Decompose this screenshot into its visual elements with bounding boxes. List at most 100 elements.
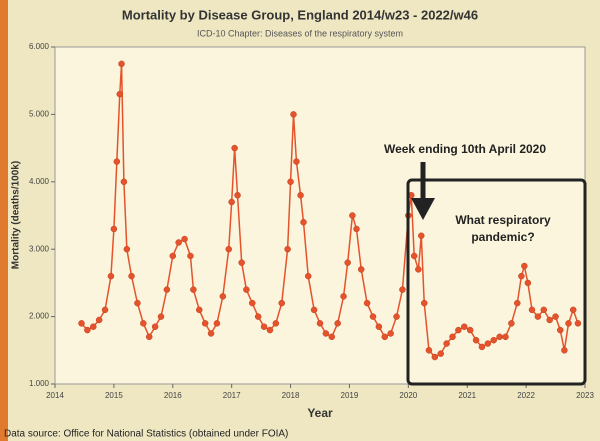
x-tick-label: 2017 (223, 391, 241, 400)
data-point (260, 323, 268, 330)
data-point (78, 320, 85, 327)
data-point (238, 259, 245, 266)
data-point (234, 192, 241, 199)
data-point (449, 333, 456, 341)
data-point (363, 299, 371, 307)
x-tick-label: 2015 (105, 391, 123, 400)
data-point (175, 239, 182, 246)
data-point (502, 333, 509, 341)
source-note: Data source: Office for National Statist… (4, 429, 288, 440)
data-point (375, 323, 383, 330)
data-point (254, 313, 262, 320)
data-point (353, 225, 360, 233)
data-point (478, 343, 486, 351)
x-axis-label: Year (307, 406, 333, 420)
border (0, 0, 8, 441)
data-point (190, 286, 197, 293)
data-point (565, 320, 572, 327)
data-point (369, 313, 377, 320)
data-point (118, 60, 125, 68)
data-point (344, 259, 351, 266)
data-point (410, 252, 418, 260)
data-point (290, 111, 297, 118)
data-point (287, 178, 294, 186)
data-point (284, 245, 291, 253)
data-point (561, 347, 568, 354)
data-point (243, 286, 250, 293)
chart-title: Mortality by Disease Group, England 2014… (122, 7, 478, 22)
data-point (357, 266, 365, 273)
data-point (455, 326, 462, 334)
data-point (316, 320, 324, 327)
data-point (110, 225, 118, 233)
data-point (300, 218, 307, 226)
data-point (387, 330, 394, 337)
data-point (415, 266, 422, 273)
chart-subtitle: ICD-10 Chapter: Diseases of the respirat… (197, 28, 403, 38)
y-tick-label: 3.000 (29, 244, 50, 253)
x-tick-label: 2020 (399, 391, 417, 400)
highlight-box (406, 178, 587, 386)
data-point (552, 313, 559, 320)
data-point (466, 326, 474, 334)
data-point (534, 313, 542, 320)
data-point (140, 320, 147, 327)
data-point (574, 320, 582, 327)
plot: 1.000 2.000 3.000 4.000 5.000 6.000 2014 2015 20… (29, 42, 594, 400)
data-point (518, 272, 525, 280)
data-point (293, 158, 300, 165)
y-tick-label: 4.000 (29, 177, 50, 186)
annotation: What respiratory pandemic? (455, 213, 551, 244)
y-tick-label: 1.000 (29, 379, 50, 388)
data-point (128, 272, 135, 280)
data-point (101, 306, 109, 314)
data-point (484, 340, 492, 347)
data-point (201, 320, 209, 327)
data-point (297, 192, 304, 199)
data-point (123, 245, 131, 253)
data-point (490, 336, 497, 344)
data-point (213, 320, 221, 327)
data-point (272, 320, 280, 327)
data-point (231, 144, 238, 152)
data-point (443, 340, 450, 347)
data-point (207, 330, 215, 337)
data-point (521, 262, 528, 270)
data-point (349, 212, 356, 219)
x-tick-label: 2014 (46, 391, 64, 400)
data-point (508, 320, 515, 327)
x-tick-label: 2019 (341, 391, 359, 400)
data-point (496, 333, 503, 341)
x-tick-label: 2023 (576, 391, 594, 400)
y-tick-label: 2.000 (29, 312, 50, 321)
data-point (420, 299, 428, 307)
data-point (187, 252, 194, 260)
y-tick-label: 6.000 (29, 42, 50, 51)
data-point (90, 323, 97, 330)
data-point (157, 313, 165, 320)
data-point (418, 232, 425, 239)
data-point (437, 350, 444, 357)
data-point (546, 316, 553, 324)
data-point (381, 333, 389, 341)
data-point (113, 158, 121, 165)
data-point (95, 316, 103, 324)
data-point (196, 306, 203, 314)
x-tick-label: 2021 (458, 391, 476, 400)
data-point (134, 299, 141, 307)
data-point (425, 347, 433, 354)
data-point (151, 323, 159, 330)
data-point (340, 293, 347, 300)
data-point (116, 90, 124, 98)
annotation-box: What respiratory pandemic? (455, 213, 551, 244)
data-point (145, 333, 153, 341)
data-point (399, 286, 406, 293)
x-tick-label: 2022 (517, 391, 535, 400)
x-tick-label: 2018 (282, 391, 300, 400)
data-point (304, 272, 312, 280)
data-point (514, 299, 521, 307)
data-point (472, 336, 480, 344)
data-point (328, 333, 336, 341)
data-point (120, 178, 128, 186)
